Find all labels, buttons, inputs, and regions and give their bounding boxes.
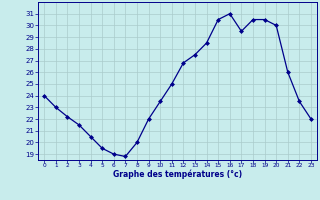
X-axis label: Graphe des températures (°c): Graphe des températures (°c) (113, 170, 242, 179)
